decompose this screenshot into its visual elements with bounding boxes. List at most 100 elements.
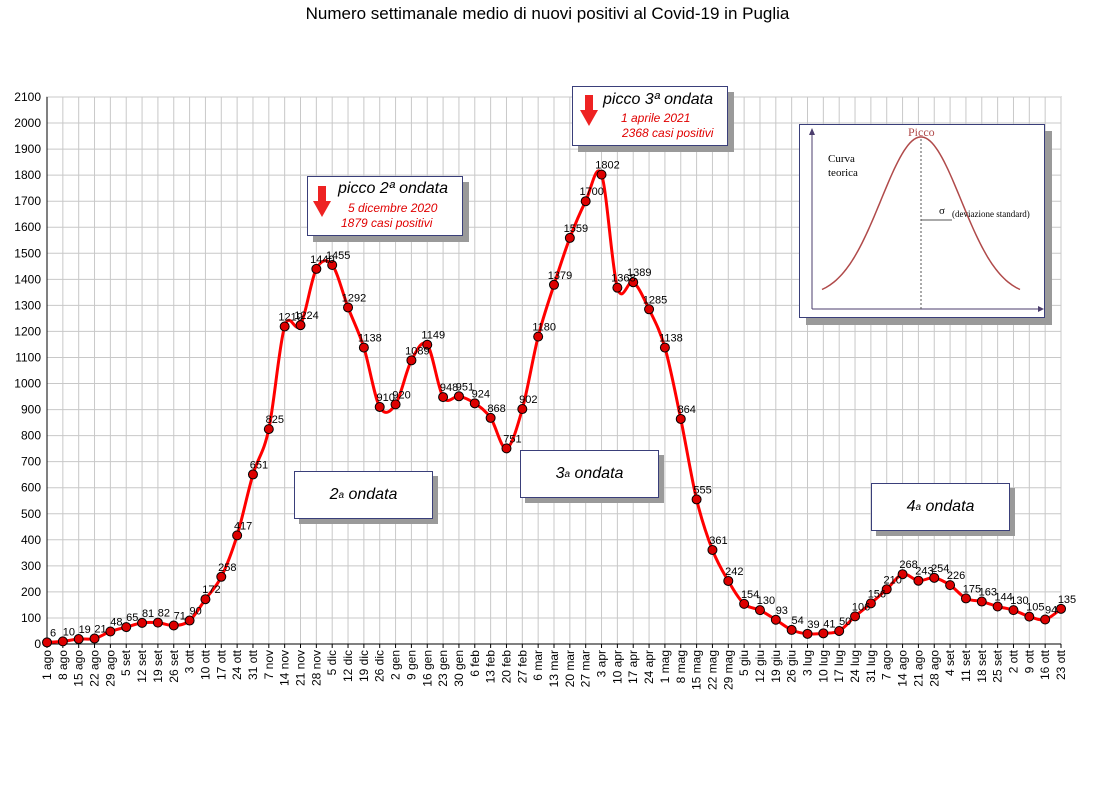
x-tick-label: 23 ott — [1054, 649, 1068, 680]
x-tick-label: 9 gen — [404, 650, 418, 680]
x-tick-label: 28 nov — [309, 650, 323, 686]
data-point — [770, 614, 781, 625]
x-tick-label: 22 mag — [705, 650, 719, 690]
data-label: 130 — [757, 595, 775, 607]
data-point — [184, 615, 195, 626]
x-tick-label: 21 ago — [911, 650, 925, 687]
data-point — [121, 622, 132, 633]
x-tick-label: 2 gen — [389, 650, 403, 680]
x-tick-label: 16 ott — [1038, 649, 1052, 680]
inset-peak-label: Picco — [908, 125, 935, 139]
data-label: 1700 — [579, 186, 603, 198]
data-label: 1559 — [564, 223, 588, 235]
y-tick-label: 400 — [21, 533, 41, 547]
data-point — [913, 575, 924, 586]
data-point — [57, 636, 68, 647]
x-tick-label: 1 ago — [40, 650, 54, 680]
data-label: 1180 — [532, 322, 556, 334]
peak2-date: 5 dicembre 2020 — [348, 201, 438, 215]
data-point — [105, 626, 116, 637]
data-label: 154 — [741, 589, 759, 601]
y-tick-label: 1900 — [14, 142, 41, 156]
data-label: 1379 — [548, 270, 572, 282]
data-point — [707, 544, 718, 555]
data-point — [976, 596, 987, 607]
x-tick-label: 14 nov — [278, 650, 292, 686]
data-label: 258 — [218, 562, 236, 574]
data-label: 825 — [266, 414, 284, 426]
data-point — [549, 279, 559, 290]
x-tick-label: 24 apr — [642, 650, 656, 684]
y-tick-label: 500 — [21, 507, 41, 521]
data-point — [960, 593, 971, 604]
data-label: 1440 — [310, 254, 334, 266]
x-tick-label: 7 nov — [262, 650, 276, 679]
data-point — [453, 391, 464, 402]
data-label: 50 — [839, 616, 851, 628]
gaussian-curve-diagram — [809, 128, 1044, 312]
data-label: 48 — [110, 616, 122, 628]
inset-sigma-text: (deviazione standard) — [952, 209, 1030, 219]
peak2-cases: 1879 casi positivi — [341, 216, 433, 230]
data-point — [469, 398, 480, 409]
y-tick-label: 1000 — [14, 377, 41, 391]
peak3-cases: 2368 casi positivi — [622, 126, 714, 140]
data-point — [406, 355, 417, 366]
x-tick-label: 10 ott — [198, 649, 212, 680]
data-label: 242 — [725, 566, 743, 578]
data-label: 361 — [709, 535, 727, 547]
data-label: 81 — [142, 608, 154, 620]
data-point — [612, 282, 623, 293]
data-point — [89, 633, 100, 644]
y-tick-label: 1200 — [14, 324, 41, 338]
peak3-annotation: picco 3ª ondata 1 aprile 2021 2368 casi … — [572, 86, 728, 146]
data-point — [501, 443, 512, 454]
x-tick-label: 5 set — [119, 649, 133, 676]
x-tick-label: 25 set — [991, 649, 1005, 682]
x-tick-label: 3 apr — [595, 650, 609, 677]
data-point — [834, 625, 845, 636]
data-label: 82 — [158, 608, 170, 620]
x-tick-label: 19 giu — [769, 650, 783, 683]
theoretical-curve-inset: Picco Curva teorica σ (deviazione standa… — [799, 124, 1045, 318]
data-point — [850, 611, 861, 622]
data-point — [279, 321, 290, 332]
x-tick-label: 5 giu — [737, 650, 751, 676]
data-label: 268 — [899, 559, 917, 571]
data-label: 1285 — [643, 294, 667, 306]
peak3-title: picco 3ª ondata — [603, 91, 713, 108]
data-label: 243 — [915, 566, 933, 578]
data-label: 226 — [947, 570, 965, 582]
data-point — [802, 628, 813, 639]
x-tick-label: 17 lug — [832, 650, 846, 683]
data-label: 1368 — [611, 273, 635, 285]
y-tick-label: 300 — [21, 559, 41, 573]
data-label: 417 — [234, 520, 252, 532]
y-tick-label: 1400 — [14, 272, 41, 286]
data-point — [137, 617, 148, 628]
data-label: 172 — [202, 584, 220, 596]
data-label: 651 — [250, 459, 268, 471]
data-label: 71 — [174, 611, 186, 623]
data-label: 156 — [868, 588, 886, 600]
data-label: 1802 — [595, 160, 619, 172]
data-point — [754, 605, 765, 616]
y-tick-label: 700 — [21, 455, 41, 469]
data-label: 1389 — [627, 267, 651, 279]
x-tick-label: 15 mag — [690, 650, 704, 690]
data-label: 135 — [1058, 594, 1076, 606]
data-point — [628, 277, 639, 288]
x-tick-label: 8 mag — [674, 650, 688, 683]
data-point — [596, 169, 607, 180]
peak3-date: 1 aprile 2021 — [621, 111, 691, 125]
data-label: 1224 — [294, 310, 318, 322]
x-tick-label: 27 feb — [515, 650, 529, 684]
x-tick-label: 31 lug — [864, 650, 878, 683]
y-tick-label: 1300 — [14, 298, 41, 312]
data-label: 21 — [94, 624, 106, 636]
data-label: 1149 — [421, 330, 445, 342]
data-point — [517, 404, 528, 415]
data-label: 951 — [456, 381, 474, 393]
